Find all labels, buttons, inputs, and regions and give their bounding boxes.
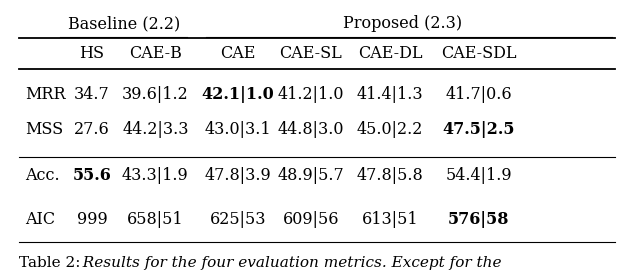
Text: 47.8|3.9: 47.8|3.9 bbox=[204, 167, 271, 184]
Text: 576|58: 576|58 bbox=[448, 211, 510, 228]
Text: CAE-SL: CAE-SL bbox=[280, 45, 342, 62]
Text: 613|51: 613|51 bbox=[361, 211, 418, 228]
Text: 43.0|3.1: 43.0|3.1 bbox=[204, 121, 271, 138]
Text: Table 2:: Table 2: bbox=[19, 256, 81, 270]
Text: CAE-DL: CAE-DL bbox=[358, 45, 422, 62]
Text: 609|56: 609|56 bbox=[282, 211, 339, 228]
Text: 39.6|1.2: 39.6|1.2 bbox=[122, 86, 189, 103]
Text: CAE-B: CAE-B bbox=[129, 45, 182, 62]
Text: 47.5|2.5: 47.5|2.5 bbox=[443, 121, 515, 138]
Text: HS: HS bbox=[79, 45, 105, 62]
Text: MSS: MSS bbox=[25, 121, 63, 138]
Text: 42.1|1.0: 42.1|1.0 bbox=[202, 86, 274, 103]
Text: Baseline (2.2): Baseline (2.2) bbox=[67, 15, 180, 32]
Text: 41.4|1.3: 41.4|1.3 bbox=[356, 86, 424, 103]
Text: CAE: CAE bbox=[220, 45, 256, 62]
Text: 34.7: 34.7 bbox=[74, 86, 110, 103]
Text: 41.2|1.0: 41.2|1.0 bbox=[278, 86, 344, 103]
Text: AIC: AIC bbox=[25, 211, 56, 228]
Text: Results for the four evaluation metrics. Except for the: Results for the four evaluation metrics.… bbox=[73, 256, 501, 270]
Text: 44.2|3.3: 44.2|3.3 bbox=[122, 121, 188, 138]
Text: 55.6: 55.6 bbox=[72, 167, 112, 184]
Text: CAE-SDL: CAE-SDL bbox=[441, 45, 517, 62]
Text: 27.6: 27.6 bbox=[74, 121, 110, 138]
Text: 43.3|1.9: 43.3|1.9 bbox=[122, 167, 189, 184]
Text: 45.0|2.2: 45.0|2.2 bbox=[357, 121, 423, 138]
Text: 47.8|5.8: 47.8|5.8 bbox=[356, 167, 424, 184]
Text: 658|51: 658|51 bbox=[127, 211, 184, 228]
Text: 54.4|1.9: 54.4|1.9 bbox=[445, 167, 512, 184]
Text: Acc.: Acc. bbox=[25, 167, 60, 184]
Text: 41.7|0.6: 41.7|0.6 bbox=[445, 86, 512, 103]
Text: 625|53: 625|53 bbox=[209, 211, 266, 228]
Text: 48.9|5.7: 48.9|5.7 bbox=[277, 167, 344, 184]
Text: Proposed (2.3): Proposed (2.3) bbox=[343, 15, 462, 32]
Text: 44.8|3.0: 44.8|3.0 bbox=[278, 121, 344, 138]
Text: MRR: MRR bbox=[25, 86, 66, 103]
Text: 999: 999 bbox=[77, 211, 107, 228]
